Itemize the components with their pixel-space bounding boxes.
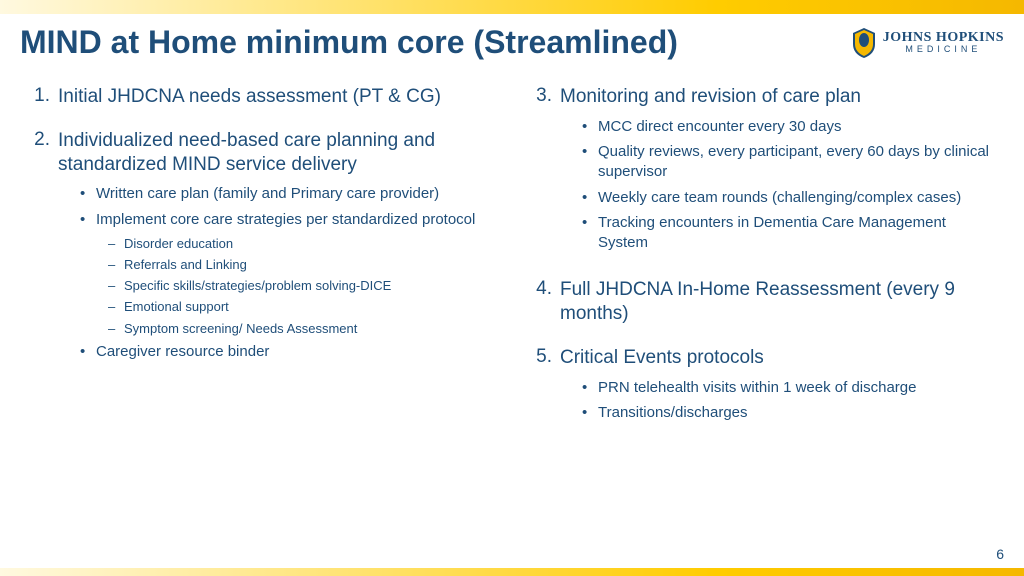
shield-icon — [851, 26, 877, 60]
item-number: 3. — [532, 85, 560, 258]
sub-bullet-text: Symptom screening/ Needs Assessment — [124, 320, 357, 338]
bullet-mark: • — [582, 142, 598, 183]
item-number: 5. — [532, 346, 560, 428]
bullet-list: •MCC direct encounter every 30 days•Qual… — [560, 117, 994, 254]
bullet-item: •MCC direct encounter every 30 days — [582, 117, 994, 137]
dash-mark: – — [108, 298, 124, 316]
list-item: 4.Full JHDCNA In-Home Reassessment (ever… — [532, 278, 994, 326]
bullet-item: •Written care plan (family and Primary c… — [80, 184, 492, 204]
dash-mark: – — [108, 320, 124, 338]
logo-main: JOHNS HOPKINS — [883, 31, 1004, 45]
sub-bullet-item: –Symptom screening/ Needs Assessment — [108, 320, 492, 338]
sub-bullet-text: Emotional support — [124, 298, 229, 316]
bullet-item: •Tracking encounters in Dementia Care Ma… — [582, 213, 994, 254]
sub-bullet-text: Specific skills/strategies/problem solvi… — [124, 277, 391, 295]
bottom-accent-bar — [0, 568, 1024, 576]
bullet-item: •Quality reviews, every participant, eve… — [582, 142, 994, 183]
bullet-mark: • — [582, 188, 598, 208]
bullet-mark: • — [582, 213, 598, 254]
list-item: 1.Initial JHDCNA needs assessment (PT & … — [30, 85, 492, 109]
item-title: Individualized need-based care planning … — [58, 129, 492, 177]
bullet-mark: • — [582, 403, 598, 423]
item-title: Full JHDCNA In-Home Reassessment (every … — [560, 278, 994, 326]
item-number: 1. — [30, 85, 58, 109]
right-column: 3.Monitoring and revision of care plan•M… — [532, 85, 994, 448]
content: 1.Initial JHDCNA needs assessment (PT & … — [0, 67, 1024, 448]
dash-mark: – — [108, 277, 124, 295]
bullet-list: •PRN telehealth visits within 1 week of … — [560, 378, 994, 424]
bullet-text: Weekly care team rounds (challenging/com… — [598, 188, 961, 208]
bullet-text: Implement core care strategies per stand… — [96, 210, 475, 230]
bullet-item: •Caregiver resource binder — [80, 342, 492, 362]
sub-bullet-text: Referrals and Linking — [124, 256, 247, 274]
item-title: Critical Events protocols — [560, 346, 994, 370]
item-body: Individualized need-based care planning … — [58, 129, 492, 367]
bullet-text: PRN telehealth visits within 1 week of d… — [598, 378, 917, 398]
item-number: 4. — [532, 278, 560, 326]
sub-bullet-text: Disorder education — [124, 235, 233, 253]
left-column: 1.Initial JHDCNA needs assessment (PT & … — [30, 85, 492, 448]
bullet-text: Caregiver resource binder — [96, 342, 269, 362]
bullet-item: •Transitions/discharges — [582, 403, 994, 423]
dash-mark: – — [108, 235, 124, 253]
bullet-item: •Weekly care team rounds (challenging/co… — [582, 188, 994, 208]
item-title: Initial JHDCNA needs assessment (PT & CG… — [58, 85, 492, 109]
dash-mark: – — [108, 256, 124, 274]
page-title: MIND at Home minimum core (Streamlined) — [20, 24, 678, 61]
list-item: 2.Individualized need-based care plannin… — [30, 129, 492, 367]
bullet-text: Tracking encounters in Dementia Care Man… — [598, 213, 994, 254]
item-body: Monitoring and revision of care plan•MCC… — [560, 85, 994, 258]
bullet-list: •Written care plan (family and Primary c… — [58, 184, 492, 362]
bullet-item: •PRN telehealth visits within 1 week of … — [582, 378, 994, 398]
title-row: MIND at Home minimum core (Streamlined) … — [0, 14, 1024, 67]
list-item: 3.Monitoring and revision of care plan•M… — [532, 85, 994, 258]
logo-sub: MEDICINE — [883, 45, 1004, 54]
sub-bullet-item: –Disorder education — [108, 235, 492, 253]
item-body: Full JHDCNA In-Home Reassessment (every … — [560, 278, 994, 326]
bullet-mark: • — [582, 378, 598, 398]
sub-bullet-item: –Emotional support — [108, 298, 492, 316]
item-number: 2. — [30, 129, 58, 367]
page-number: 6 — [996, 546, 1004, 562]
sub-bullet-item: –Referrals and Linking — [108, 256, 492, 274]
logo-text: JOHNS HOPKINS MEDICINE — [883, 31, 1004, 54]
bullet-text: Written care plan (family and Primary ca… — [96, 184, 439, 204]
list-item: 5.Critical Events protocols •PRN teleheal… — [532, 346, 994, 428]
bullet-mark: • — [80, 210, 96, 230]
item-body: Critical Events protocols •PRN telehealth… — [560, 346, 994, 428]
bullet-text: Transitions/discharges — [598, 403, 748, 423]
bullet-text: Quality reviews, every participant, ever… — [598, 142, 994, 183]
item-title: Monitoring and revision of care plan — [560, 85, 994, 109]
bullet-text: MCC direct encounter every 30 days — [598, 117, 841, 137]
logo: JOHNS HOPKINS MEDICINE — [851, 26, 1004, 60]
sub-bullet-list: –Disorder education–Referrals and Linkin… — [80, 235, 492, 338]
bullet-mark: • — [80, 184, 96, 204]
bullet-mark: • — [80, 342, 96, 362]
bullet-item: •Implement core care strategies per stan… — [80, 210, 492, 230]
bullet-mark: • — [582, 117, 598, 137]
sub-bullet-item: –Specific skills/strategies/problem solv… — [108, 277, 492, 295]
top-accent-bar — [0, 0, 1024, 14]
item-body: Initial JHDCNA needs assessment (PT & CG… — [58, 85, 492, 109]
